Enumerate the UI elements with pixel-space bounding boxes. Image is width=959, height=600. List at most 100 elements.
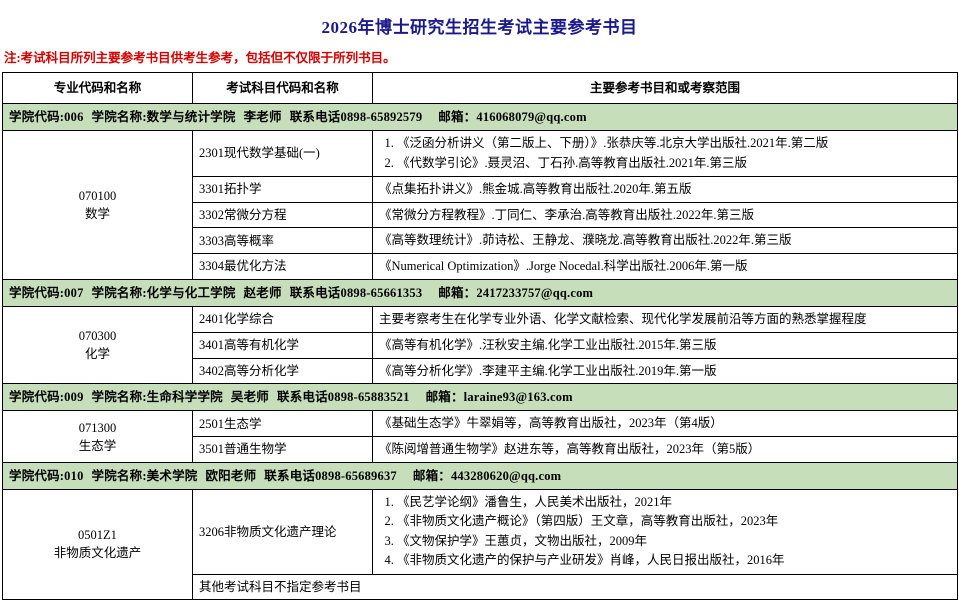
- college-header-cell: 学院代码:010 学院名称:美术学院 欧阳老师 联系电话0898-65689637 邮箱…: [2, 461, 958, 491]
- college-code: 学院代码:006: [9, 110, 84, 125]
- college-header-cell: 学院代码:007 学院名称:化学与化工学院 赵老师 联系电话0898-65661353…: [2, 278, 958, 308]
- book-entry: 《非物质文化遗产概论》（第四版）王文章，高等教育出版社，2023年: [397, 512, 951, 531]
- college-email: 邮箱：laraine93@163.com: [425, 390, 573, 405]
- books-cell: 《点集拓扑讲义》.熊金城.高等教育出版社.2020年.第五版: [372, 175, 958, 203]
- college-contact-person: 赵老师: [243, 285, 282, 300]
- table-row: 3402高等分析化学 《高等分析化学》.李建平主编.化学工业出版社.2019年.第…: [3, 357, 958, 385]
- page-title: 2026年博士研究生招生考试主要参考书目: [321, 18, 638, 37]
- column-header-major: 专业代码和名称: [2, 72, 193, 105]
- major-cell: 070100 数学: [2, 130, 193, 280]
- college-header-cell: 学院代码:006 学院名称:数学与统计学院 李老师 联系电话0898-65892579…: [2, 103, 958, 132]
- college-header-row: 学院代码:010 学院名称:美术学院 欧阳老师 联系电话0898-65689637 邮箱…: [2, 461, 958, 491]
- books-cell: 《基础生态学》牛翠娟等，高等教育出版社，2023年（第4版）: [372, 410, 958, 438]
- books-cell: 《高等分析化学》.李建平主编.化学工业出版社.2019年.第一版: [372, 357, 958, 385]
- book-entry: 《非物质文化遗产的保护与产业研发》肖峰，人民日报出版社，2016年: [397, 551, 951, 570]
- college-header-cell: 学院代码:009 学院名称:生命科学学院 吴老师 联系电话0898-65883521 邮…: [2, 383, 958, 412]
- major-code: 070300: [78, 329, 117, 344]
- books-cell: 主要考察考生在化学专业外语、化学文献检索、现代化学发展前沿等方面的熟悉掌握程度: [372, 306, 958, 333]
- college-contact-person: 吴老师: [230, 390, 269, 405]
- college-email: 邮箱：443280620@qq.com: [412, 468, 562, 483]
- document-note: 注:考试科目所列主要参考书目供考生参考，包括但不仅限于所列书目。: [4, 50, 396, 65]
- book-entry: 《基础生态学》牛翠娟等，高等教育出版社，2023年（第4版）: [379, 416, 723, 431]
- books-cell: 《泛函分析讲义（第二版上、下册）》.张恭庆等.北京大学出版社.2021年.第二版…: [372, 130, 958, 177]
- table-row: 3304最优化方法 《Numerical Optimization》.Jorge …: [3, 253, 958, 280]
- table-row: 3301拓扑学 《点集拓扑讲义》.熊金城.高等教育出版社.2020年.第五版: [3, 175, 958, 203]
- subject-cell: 2301现代数学基础(一): [192, 130, 373, 177]
- books-cell: 《常微分方程教程》.丁同仁、李承治.高等教育出版社.2022年.第三版: [372, 201, 958, 229]
- table-row: 071300 生态学 2501生态学 《基础生态学》牛翠娟等，高等教育出版社，2023…: [2, 410, 958, 463]
- college-phone: 联系电话0898-65661353: [289, 285, 423, 300]
- book-entry: 《民艺学论纲》潘鲁生，人民美术出版社，2021年: [397, 493, 951, 512]
- subject-cell: 2501生态学: [192, 410, 373, 438]
- major-code: 0501Z1: [78, 528, 117, 543]
- college-contact-person: 李老师: [243, 110, 282, 125]
- book-entry: 主要考察考生在化学专业外语、化学文献检索、现代化学发展前沿等方面的熟悉掌握程度: [379, 312, 867, 327]
- subject-cell: 3402高等分析化学: [192, 357, 373, 385]
- book-entry: 《点集拓扑讲义》.熊金城.高等教育出版社.2020年.第五版: [379, 181, 692, 196]
- major-code: 070100: [78, 188, 117, 203]
- books-cell: 《民艺学论纲》潘鲁生，人民美术出版社，2021年《非物质文化遗产概论》（第四版）…: [372, 489, 958, 575]
- college-header-row: 学院代码:009 学院名称:生命科学学院 吴老师 联系电话0898-65883521 邮…: [2, 383, 958, 412]
- college-name: 学院名称:生命科学学院: [91, 390, 223, 405]
- book-entry: 《文物保护学》王蕙贞，文物出版社，2009年: [397, 532, 951, 551]
- table-row: 0501Z1非物质文化遗产3206非物质文化遗产理论《民艺学论纲》潘鲁生，人民美…: [2, 489, 958, 600]
- subject-cell: 3206非物质文化遗产理论: [192, 489, 373, 575]
- table-row: 其他考试科目不指定参考书目: [3, 573, 958, 600]
- college-contact-person: 欧阳老师: [205, 468, 257, 483]
- table-row: 3302常微分方程 《常微分方程教程》.丁同仁、李承治.高等教育出版社.2022年…: [3, 201, 958, 229]
- major-code: 071300: [78, 420, 117, 435]
- college-name: 学院名称:美术学院: [91, 468, 198, 483]
- books-cell: 《高等有机化学》.汪秋安主编.化学工业出版社.2015年.第三版: [372, 331, 958, 359]
- book-entry: 《高等分析化学》.李建平主编.化学工业出版社.2019年.第一版: [379, 363, 717, 378]
- college-name: 学院名称:化学与化工学院: [91, 285, 236, 300]
- college-phone: 联系电话0898-65883521: [277, 390, 410, 405]
- book-entry: 《高等有机化学》.汪秋安主编.化学工业出版社.2015年.第三版: [379, 337, 717, 352]
- college-code: 学院代码:009: [9, 390, 84, 405]
- subject-cell: 2401化学综合: [192, 306, 373, 333]
- subject-cell: 3304最优化方法: [192, 253, 373, 280]
- book-entry: 《常微分方程教程》.丁同仁、李承治.高等教育出版社.2022年.第三版: [379, 207, 755, 222]
- major-name: 生态学: [78, 438, 117, 453]
- table-row: 070300 化学 2401化学综合 主要考察考生在化学专业外语、化学文献检索、现代化…: [2, 306, 958, 385]
- table-row: 070100数学2301现代数学基础(一)《泛函分析讲义（第二版上、下册）》.张…: [2, 130, 958, 280]
- college-code: 学院代码:010: [9, 468, 84, 483]
- college-code: 学院代码:007: [9, 285, 84, 300]
- subject-cell: 其他考试科目不指定参考书目: [192, 573, 958, 600]
- column-header-subject: 考试科目代码和名称: [192, 72, 373, 105]
- books-cell: 《Numerical Optimization》.Jorge Nocedal.科…: [372, 253, 958, 280]
- table-body: 学院代码:006 学院名称:数学与统计学院 李老师 联系电话0898-65892579…: [2, 103, 958, 600]
- subject-cell: 3501普通生物学: [192, 436, 373, 463]
- book-entry: 《陈阅增普通生物学》赵进东等，高等教育出版社，2023年（第5版）: [379, 442, 761, 457]
- college-phone: 联系电话0898-65689637: [264, 468, 397, 483]
- subject-cell: 3303高等概率: [192, 227, 373, 255]
- subject-cell: 3302常微分方程: [192, 201, 373, 229]
- college-name: 学院名称:数学与统计学院: [91, 110, 236, 125]
- book-entry: 《Numerical Optimization》.Jorge Nocedal.科…: [379, 259, 748, 274]
- major-cell: 0501Z1 非物质文化遗产: [2, 489, 193, 600]
- subject-cell: 3301拓扑学: [192, 175, 373, 203]
- major-cell: 071300 生态学: [2, 410, 193, 463]
- table-header-row: 专业代码和名称 考试科目代码和名称 主要参考书目和或考察范围: [2, 72, 958, 105]
- college-email: 邮箱：416068079@qq.com: [438, 110, 587, 125]
- book-list: 《泛函分析讲义（第二版上、下册）》.张恭庆等.北京大学出版社.2021年.第二版…: [379, 134, 951, 173]
- table-row: 3401高等有机化学 《高等有机化学》.汪秋安主编.化学工业出版社.2015年.第…: [3, 331, 958, 359]
- reference-book-table: 专业代码和名称 考试科目代码和名称 主要参考书目和或考察范围 学院代码:006 学…: [2, 72, 958, 600]
- college-email: 邮箱：2417233757@qq.com: [438, 285, 594, 300]
- book-entry: 《高等数理统计》.茆诗松、王静龙、濮晓龙.高等教育出版社.2022年.第三版: [379, 233, 792, 248]
- book-entry: 《泛函分析讲义（第二版上、下册）》.张恭庆等.北京大学出版社.2021年.第二版: [397, 134, 951, 153]
- college-header-row: 学院代码:007 学院名称:化学与化工学院 赵老师 联系电话0898-65661353…: [2, 278, 958, 308]
- books-cell: 《高等数理统计》.茆诗松、王静龙、濮晓龙.高等教育出版社.2022年.第三版: [372, 227, 958, 255]
- college-phone: 联系电话0898-65892579: [289, 110, 423, 125]
- major-name: 非物质文化遗产: [53, 546, 142, 561]
- table-row: 3501普通生物学 《陈阅增普通生物学》赵进东等，高等教育出版社，2023年（第5…: [3, 436, 958, 463]
- major-cell: 070300 化学: [2, 306, 193, 385]
- major-name: 数学: [84, 207, 110, 222]
- books-cell: 《陈阅增普通生物学》赵进东等，高等教育出版社，2023年（第5版）: [372, 436, 958, 463]
- book-list: 《民艺学论纲》潘鲁生，人民美术出版社，2021年《非物质文化遗产概论》（第四版）…: [379, 493, 951, 571]
- column-header-books: 主要参考书目和或考察范围: [372, 72, 958, 105]
- subject-cell: 3401高等有机化学: [192, 331, 373, 359]
- college-header-row: 学院代码:006 学院名称:数学与统计学院 李老师 联系电话0898-65892579…: [2, 103, 958, 132]
- table-row: 3303高等概率 《高等数理统计》.茆诗松、王静龙、濮晓龙.高等教育出版社.202…: [3, 227, 958, 255]
- table-head: 专业代码和名称 考试科目代码和名称 主要参考书目和或考察范围: [2, 72, 958, 105]
